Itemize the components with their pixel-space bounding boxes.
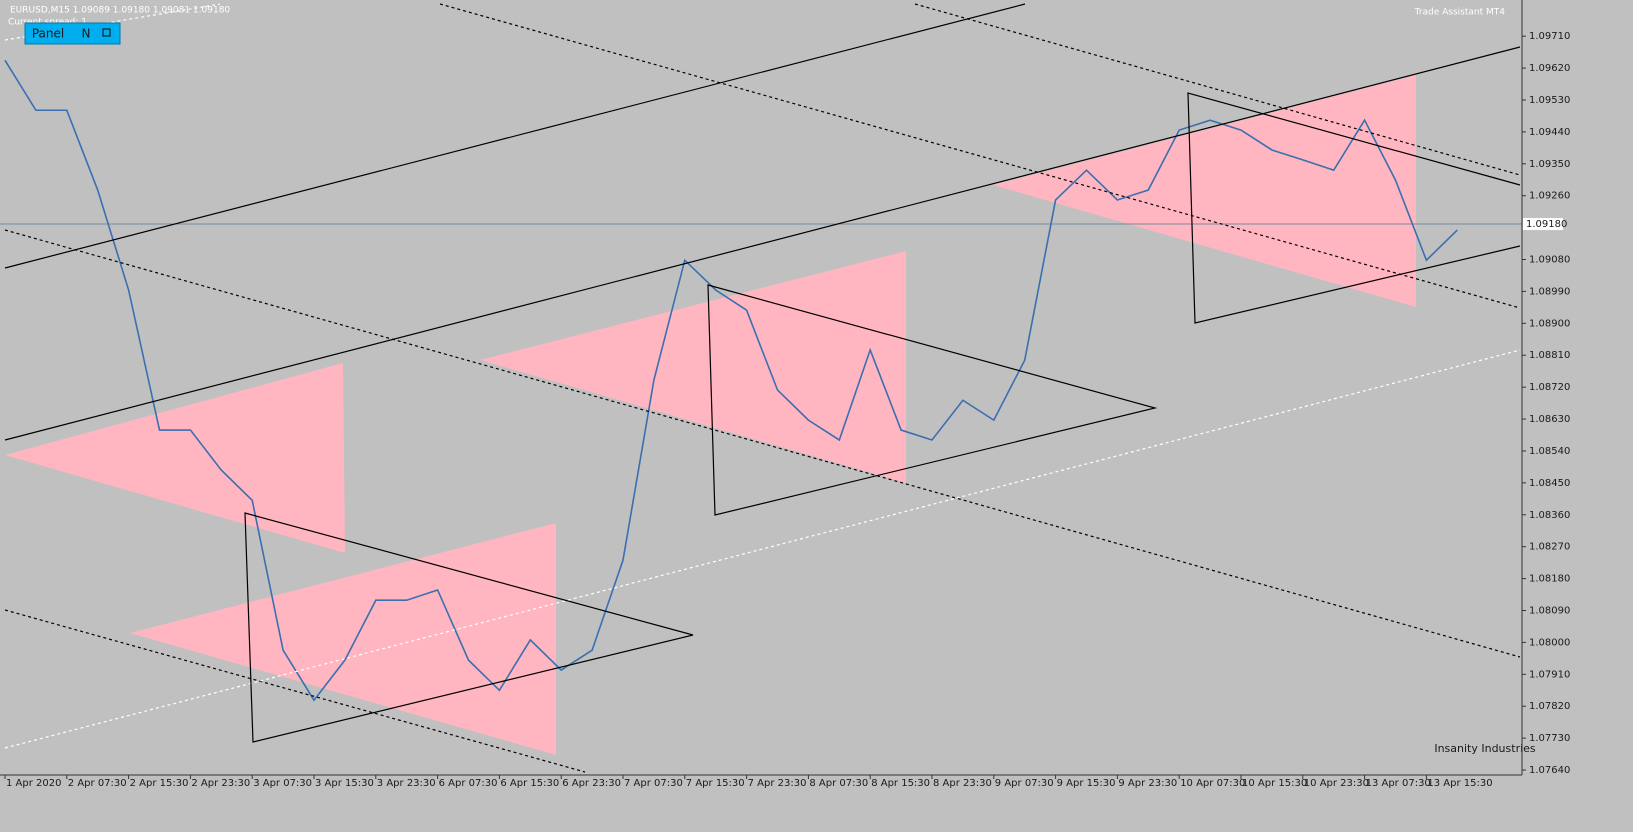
y-tick-label: 1.08180	[1529, 574, 1570, 585]
x-tick-label: 10 Apr 23:30	[1304, 778, 1369, 789]
y-tick-label: 1.07730	[1529, 733, 1570, 744]
pink-zones	[5, 75, 1416, 755]
zone	[130, 523, 556, 755]
y-tick-label: 1.09080	[1529, 255, 1570, 266]
trend-line	[4, 609, 586, 773]
x-tick-label: 9 Apr 07:30	[995, 778, 1054, 789]
y-tick-label: 1.08270	[1529, 542, 1570, 553]
trend-line	[439, 3, 1521, 309]
x-tick-label: 6 Apr 07:30	[439, 778, 498, 789]
price-line	[4, 59, 1458, 702]
data-layer	[0, 59, 1522, 702]
y-tick-label: 1.08360	[1529, 510, 1570, 521]
y-tick-label: 1.09350	[1529, 159, 1570, 170]
y-tick-label: 1.08090	[1529, 605, 1570, 616]
zone	[993, 75, 1416, 307]
x-tick-label: 8 Apr 23:30	[933, 778, 992, 789]
triangle	[244, 512, 694, 743]
x-tick-label: 13 Apr 07:30	[1366, 778, 1431, 789]
y-tick-label: 1.08990	[1529, 286, 1570, 297]
y-tick-label: 1.08630	[1529, 414, 1570, 425]
y-tick-label: 1.09440	[1529, 127, 1570, 138]
zone	[5, 363, 345, 553]
triangle	[707, 284, 1158, 516]
x-tick-label: 8 Apr 15:30	[871, 778, 930, 789]
y-tick-label: 1.07910	[1529, 669, 1570, 680]
x-tick-label: 1 Apr 2020	[6, 778, 61, 789]
x-tick-label: 3 Apr 23:30	[377, 778, 436, 789]
x-tick-label: 3 Apr 15:30	[315, 778, 374, 789]
assistant: Trade Assistant MT4	[1414, 8, 1506, 18]
y-tick-label: 1.09530	[1529, 95, 1570, 106]
x-tick-label: 7 Apr 23:30	[748, 778, 807, 789]
x-tick-label: 2 Apr 07:30	[68, 778, 127, 789]
y-tick-label: 1.07820	[1529, 701, 1570, 712]
x-tick-label: 9 Apr 15:30	[1057, 778, 1116, 789]
x-tick-label: 6 Apr 23:30	[562, 778, 621, 789]
zone	[480, 251, 906, 483]
watermark: Insanity Industries	[1434, 742, 1536, 755]
panel-label[interactable]: Panel	[32, 27, 64, 41]
x-tick-label: 10 Apr 15:30	[1242, 778, 1307, 789]
y-tick-label: 1.08540	[1529, 446, 1570, 457]
trend-line	[914, 3, 1521, 176]
triangle	[1187, 92, 1521, 324]
x-tick-label: 2 Apr 23:30	[191, 778, 250, 789]
x-tick-label: 7 Apr 15:30	[686, 778, 745, 789]
y-tick-label: 1.08900	[1529, 318, 1570, 329]
y-tick-label: 1.08450	[1529, 478, 1570, 489]
trend-line	[4, 46, 1521, 441]
y-tick-label: 1.08000	[1529, 637, 1570, 648]
y-tick-label: 1.09260	[1529, 191, 1570, 202]
bid-label-box	[1523, 218, 1563, 231]
panel-mode[interactable]: N	[82, 27, 91, 41]
x-tick-label: 6 Apr 15:30	[500, 778, 559, 789]
x-tick-label: 13 Apr 15:30	[1427, 778, 1492, 789]
x-tick-label: 9 Apr 23:30	[1118, 778, 1177, 789]
x-tick-label: 2 Apr 15:30	[130, 778, 189, 789]
panel-button[interactable]	[24, 22, 121, 45]
x-tick-label: 8 Apr 07:30	[809, 778, 868, 789]
y-tick-label: 1.09620	[1529, 63, 1570, 74]
bid-label: 1.09180	[1526, 219, 1567, 230]
y-tick-label: 1.08720	[1529, 382, 1570, 393]
x-tick-label: 7 Apr 07:30	[624, 778, 683, 789]
x-tick-label: 10 Apr 07:30	[1180, 778, 1245, 789]
y-tick-label: 1.09710	[1529, 31, 1570, 42]
y-tick-label: 1.07640	[1529, 765, 1570, 776]
trend-line	[4, 229, 1521, 658]
y-tick-label: 1.08810	[1529, 350, 1570, 361]
symbol-line: EURUSD,M15 1.09089 1.09180 1.09081 1.091…	[10, 6, 230, 16]
x-tick-label: 3 Apr 07:30	[253, 778, 312, 789]
trend-line	[4, 3, 1026, 269]
panel-icon[interactable]	[102, 28, 111, 37]
